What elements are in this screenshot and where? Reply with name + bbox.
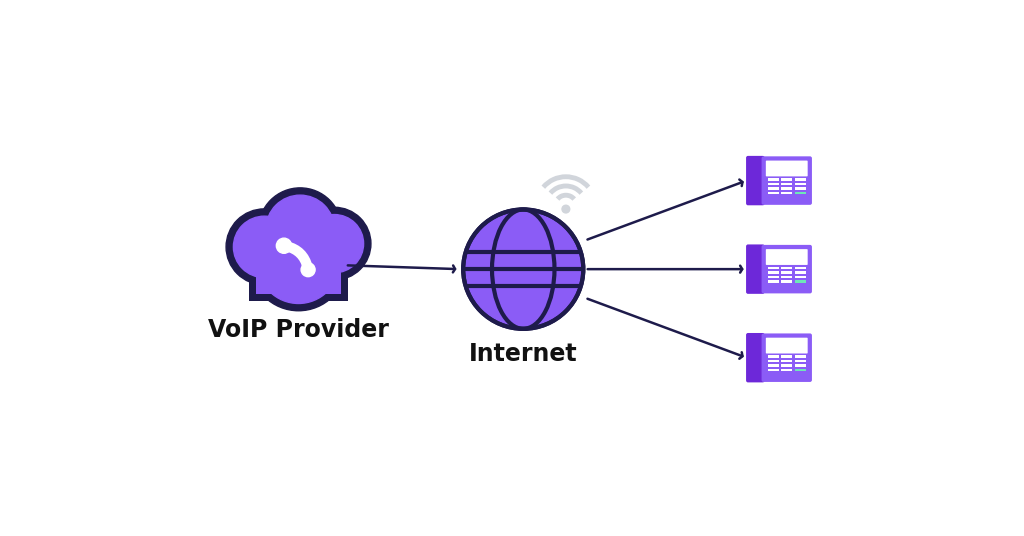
Bar bbox=[768, 183, 779, 185]
Bar bbox=[768, 271, 779, 274]
FancyBboxPatch shape bbox=[766, 161, 808, 176]
Circle shape bbox=[562, 205, 569, 213]
FancyBboxPatch shape bbox=[746, 244, 765, 294]
Circle shape bbox=[226, 209, 302, 285]
Circle shape bbox=[276, 238, 292, 254]
FancyBboxPatch shape bbox=[746, 333, 765, 382]
Text: Internet: Internet bbox=[469, 343, 578, 366]
Bar bbox=[795, 267, 806, 269]
Bar bbox=[781, 178, 793, 181]
Bar bbox=[768, 369, 779, 371]
Bar bbox=[795, 364, 806, 367]
Circle shape bbox=[259, 188, 342, 270]
Circle shape bbox=[298, 207, 371, 280]
Bar bbox=[781, 360, 793, 362]
Bar bbox=[795, 280, 806, 282]
Bar bbox=[795, 355, 806, 358]
Circle shape bbox=[233, 216, 295, 278]
Bar bbox=[795, 369, 806, 371]
Bar bbox=[781, 183, 793, 185]
Bar bbox=[256, 260, 341, 294]
Bar bbox=[795, 187, 806, 190]
Bar bbox=[249, 252, 348, 301]
Bar bbox=[781, 192, 793, 194]
Circle shape bbox=[305, 214, 364, 273]
Bar bbox=[768, 280, 779, 282]
FancyBboxPatch shape bbox=[766, 249, 808, 265]
Text: VoIP Provider: VoIP Provider bbox=[208, 318, 389, 341]
Bar bbox=[768, 178, 779, 181]
Bar bbox=[795, 183, 806, 185]
Bar bbox=[781, 271, 793, 274]
Bar bbox=[795, 276, 806, 278]
Circle shape bbox=[266, 195, 334, 263]
FancyBboxPatch shape bbox=[746, 156, 765, 205]
Bar bbox=[781, 187, 793, 190]
Bar bbox=[781, 355, 793, 358]
Bar bbox=[768, 276, 779, 278]
Circle shape bbox=[251, 215, 346, 311]
Bar bbox=[795, 271, 806, 274]
Bar bbox=[768, 360, 779, 362]
FancyBboxPatch shape bbox=[762, 333, 812, 382]
Bar bbox=[781, 267, 793, 269]
Bar bbox=[795, 178, 806, 181]
Bar bbox=[795, 192, 806, 194]
Bar bbox=[795, 360, 806, 362]
Bar bbox=[768, 192, 779, 194]
Bar bbox=[768, 267, 779, 269]
Bar bbox=[768, 364, 779, 367]
Bar bbox=[768, 355, 779, 358]
Bar bbox=[781, 364, 793, 367]
Bar bbox=[781, 276, 793, 278]
Bar bbox=[781, 280, 793, 282]
FancyBboxPatch shape bbox=[766, 338, 808, 354]
Bar bbox=[781, 369, 793, 371]
Circle shape bbox=[258, 222, 339, 303]
Ellipse shape bbox=[463, 210, 584, 329]
Bar bbox=[768, 187, 779, 190]
Circle shape bbox=[301, 263, 315, 277]
FancyBboxPatch shape bbox=[762, 245, 812, 293]
FancyBboxPatch shape bbox=[762, 157, 812, 205]
